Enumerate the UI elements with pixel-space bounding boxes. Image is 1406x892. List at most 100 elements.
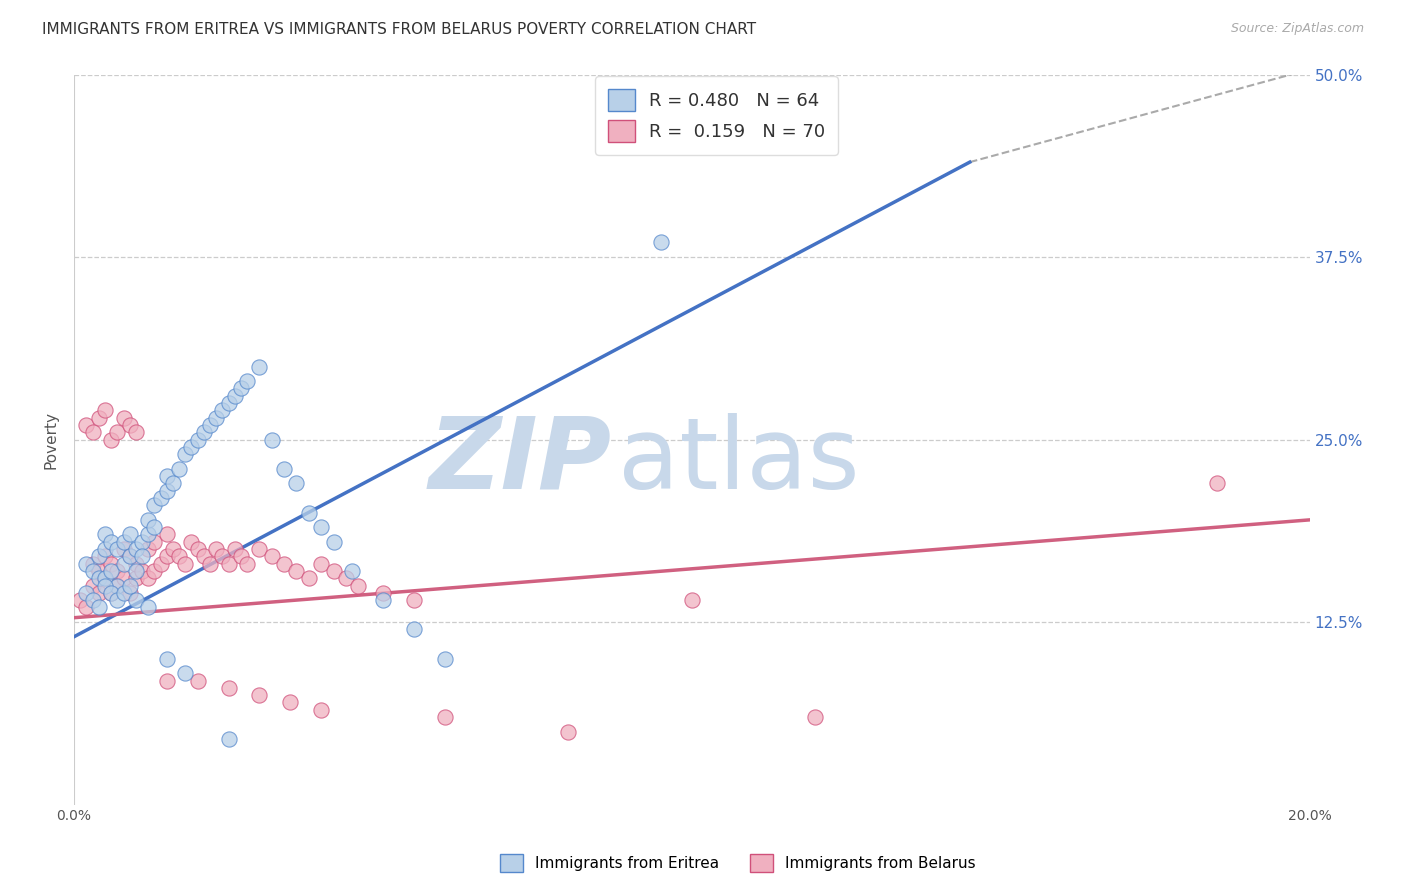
- Point: [82, 425, 104, 440]
- Point: [136, 513, 159, 527]
- Text: ZIP: ZIP: [429, 413, 612, 510]
- Point: [340, 564, 363, 578]
- Point: [224, 389, 246, 403]
- Point: [174, 666, 197, 681]
- Point: [298, 506, 321, 520]
- Point: [224, 542, 246, 557]
- Y-axis label: Poverty: Poverty: [44, 410, 58, 468]
- Point: [94, 571, 117, 585]
- Text: Source: ZipAtlas.com: Source: ZipAtlas.com: [1230, 22, 1364, 36]
- Point: [433, 651, 456, 665]
- Point: [82, 564, 104, 578]
- Point: [273, 557, 295, 571]
- Point: [187, 542, 209, 557]
- Point: [557, 724, 579, 739]
- Point: [94, 527, 117, 541]
- Point: [105, 542, 128, 557]
- Point: [156, 527, 179, 541]
- Point: [87, 410, 110, 425]
- Legend: R = 0.480   N = 64, R =  0.159   N = 70: R = 0.480 N = 64, R = 0.159 N = 70: [595, 76, 838, 154]
- Point: [87, 586, 110, 600]
- Point: [309, 703, 332, 717]
- Point: [167, 549, 190, 564]
- Point: [402, 623, 425, 637]
- Point: [112, 410, 135, 425]
- Point: [193, 549, 215, 564]
- Point: [94, 578, 117, 592]
- Point: [162, 476, 184, 491]
- Point: [105, 425, 128, 440]
- Point: [218, 396, 240, 410]
- Point: [75, 557, 97, 571]
- Point: [211, 549, 233, 564]
- Point: [285, 564, 308, 578]
- Point: [131, 549, 153, 564]
- Point: [94, 542, 117, 557]
- Point: [105, 578, 128, 592]
- Point: [125, 564, 148, 578]
- Point: [82, 593, 104, 607]
- Point: [371, 586, 394, 600]
- Legend: Immigrants from Eritrea, Immigrants from Belarus: Immigrants from Eritrea, Immigrants from…: [495, 847, 981, 879]
- Point: [143, 564, 166, 578]
- Point: [100, 433, 122, 447]
- Point: [94, 403, 117, 417]
- Point: [105, 578, 128, 592]
- Point: [125, 593, 148, 607]
- Point: [218, 731, 240, 746]
- Point: [187, 433, 209, 447]
- Point: [143, 520, 166, 534]
- Point: [136, 542, 159, 557]
- Point: [247, 359, 270, 374]
- Point: [211, 403, 233, 417]
- Point: [87, 600, 110, 615]
- Point: [205, 410, 228, 425]
- Point: [118, 578, 141, 592]
- Point: [87, 564, 110, 578]
- Point: [218, 681, 240, 695]
- Point: [118, 417, 141, 432]
- Point: [100, 564, 122, 578]
- Point: [136, 527, 159, 541]
- Point: [112, 586, 135, 600]
- Point: [156, 673, 179, 688]
- Point: [143, 534, 166, 549]
- Point: [156, 651, 179, 665]
- Point: [112, 534, 135, 549]
- Point: [112, 571, 135, 585]
- Point: [322, 564, 344, 578]
- Point: [149, 557, 172, 571]
- Point: [136, 600, 159, 615]
- Point: [260, 549, 283, 564]
- Point: [335, 571, 357, 585]
- Point: [1205, 476, 1227, 491]
- Point: [125, 557, 148, 571]
- Point: [105, 593, 128, 607]
- Point: [322, 534, 344, 549]
- Point: [162, 542, 184, 557]
- Point: [198, 557, 221, 571]
- Point: [229, 381, 252, 395]
- Point: [236, 374, 259, 388]
- Point: [433, 710, 456, 724]
- Point: [75, 600, 97, 615]
- Point: [94, 549, 117, 564]
- Point: [174, 447, 197, 461]
- Point: [229, 549, 252, 564]
- Point: [187, 673, 209, 688]
- Point: [100, 557, 122, 571]
- Point: [309, 520, 332, 534]
- Point: [309, 557, 332, 571]
- Point: [156, 549, 179, 564]
- Point: [260, 433, 283, 447]
- Point: [174, 557, 197, 571]
- Point: [298, 571, 321, 585]
- Point: [681, 593, 703, 607]
- Point: [156, 483, 179, 498]
- Point: [273, 462, 295, 476]
- Point: [236, 557, 259, 571]
- Point: [131, 564, 153, 578]
- Point: [156, 469, 179, 483]
- Point: [285, 476, 308, 491]
- Text: IMMIGRANTS FROM ERITREA VS IMMIGRANTS FROM BELARUS POVERTY CORRELATION CHART: IMMIGRANTS FROM ERITREA VS IMMIGRANTS FR…: [42, 22, 756, 37]
